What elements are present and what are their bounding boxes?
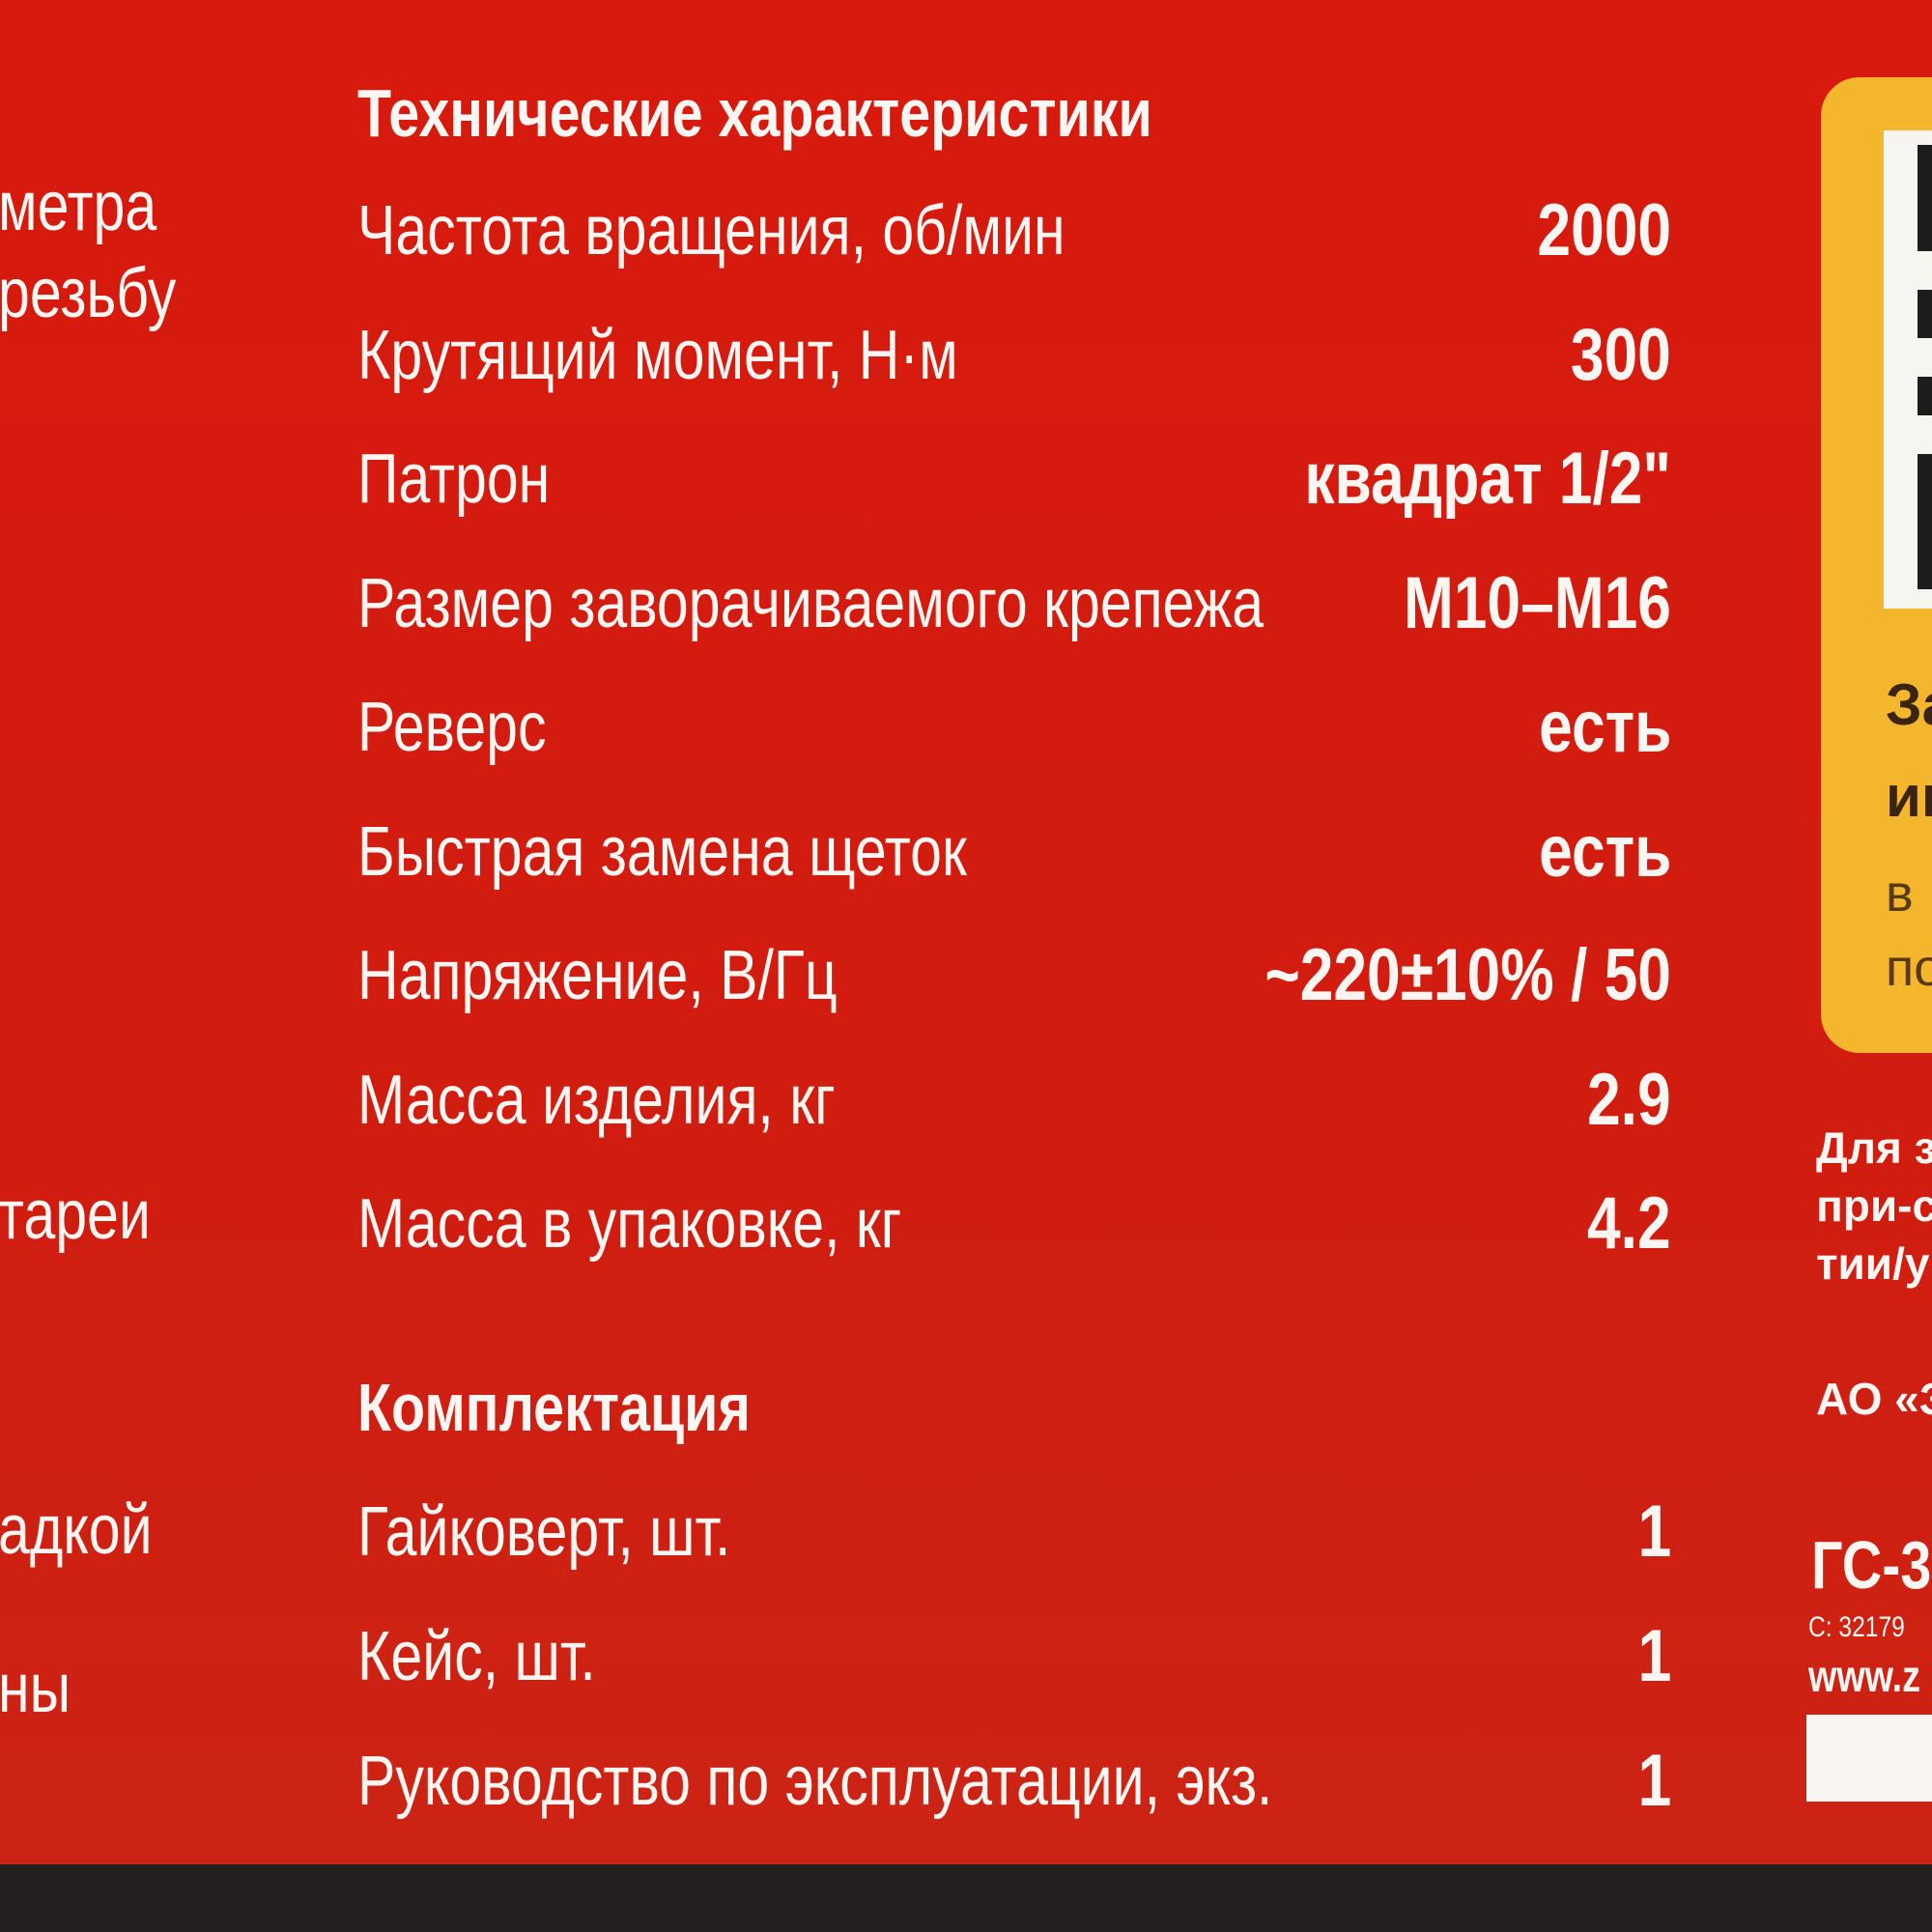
spec-value: 4.2: [1587, 1182, 1671, 1264]
panel-text: ин: [1886, 764, 1932, 829]
spec-value: 300: [1571, 313, 1671, 396]
left-fragment: резьбу: [0, 255, 177, 332]
model-name: ГС-3: [1811, 1527, 1932, 1603]
qr-module: [1918, 454, 1932, 589]
spec-value: 1: [1637, 1491, 1671, 1573]
left-fragment: адкой: [0, 1492, 153, 1569]
product-code: С: 32179: [1808, 1611, 1905, 1643]
specs-heading: Технические характеристики: [357, 75, 1152, 151]
white-label: [1806, 1715, 1932, 1802]
spec-value: есть: [1538, 686, 1671, 768]
kit-heading: Комплектация: [357, 1370, 751, 1445]
spec-value: квадрат 1/2": [1304, 438, 1671, 520]
left-fragment: тареи: [0, 1177, 151, 1254]
spec-label: Руководство по эксплуатации, экз.: [357, 1743, 1273, 1820]
left-fragment: метра: [0, 168, 157, 245]
spec-value: 1: [1637, 1740, 1671, 1822]
qr-module: [1918, 290, 1932, 338]
panel-text: За: [1886, 672, 1932, 737]
info-text: при-с: [1816, 1180, 1932, 1231]
spec-value: М10–М16: [1403, 561, 1671, 644]
spec-label: Реверс: [357, 689, 547, 766]
spec-label: Крутящий момент, Н·м: [357, 316, 958, 394]
info-text: Для з: [1816, 1122, 1932, 1173]
dark-bottom-strip: [0, 1864, 1932, 1932]
website-link[interactable]: www.z: [1808, 1651, 1920, 1701]
spec-label: Гайковерт, шт.: [357, 1493, 731, 1571]
info-text: тии/у: [1816, 1238, 1930, 1289]
spec-label: Масса изделия, кг: [357, 1061, 836, 1139]
qr-module: [1918, 377, 1932, 415]
spec-label: Напряжение, В/Гц: [357, 937, 838, 1014]
spec-label: Масса в упаковке, кг: [357, 1185, 902, 1263]
spec-value: 1: [1637, 1615, 1671, 1697]
spec-value: 2000: [1537, 189, 1671, 271]
left-fragment: ны: [0, 1650, 71, 1727]
spec-label: Частота вращения, об/мин: [357, 192, 1065, 270]
spec-value: есть: [1538, 810, 1671, 893]
spec-label: Размер заворачиваемого крепежа: [357, 564, 1264, 642]
spec-label: Кейс, шт.: [357, 1618, 596, 1695]
packaging-background: [0, 0, 1932, 1864]
qr-module: [1918, 145, 1932, 251]
spec-label: Патрон: [357, 440, 551, 518]
spec-label: Быстрая замена щеток: [357, 812, 967, 891]
spec-value: 2.9: [1587, 1058, 1671, 1141]
panel-text: по: [1886, 939, 1932, 997]
spec-value: ~220±10% / 50: [1264, 934, 1671, 1016]
company-name: АО «З: [1816, 1374, 1932, 1424]
panel-text: в: [1886, 865, 1914, 923]
